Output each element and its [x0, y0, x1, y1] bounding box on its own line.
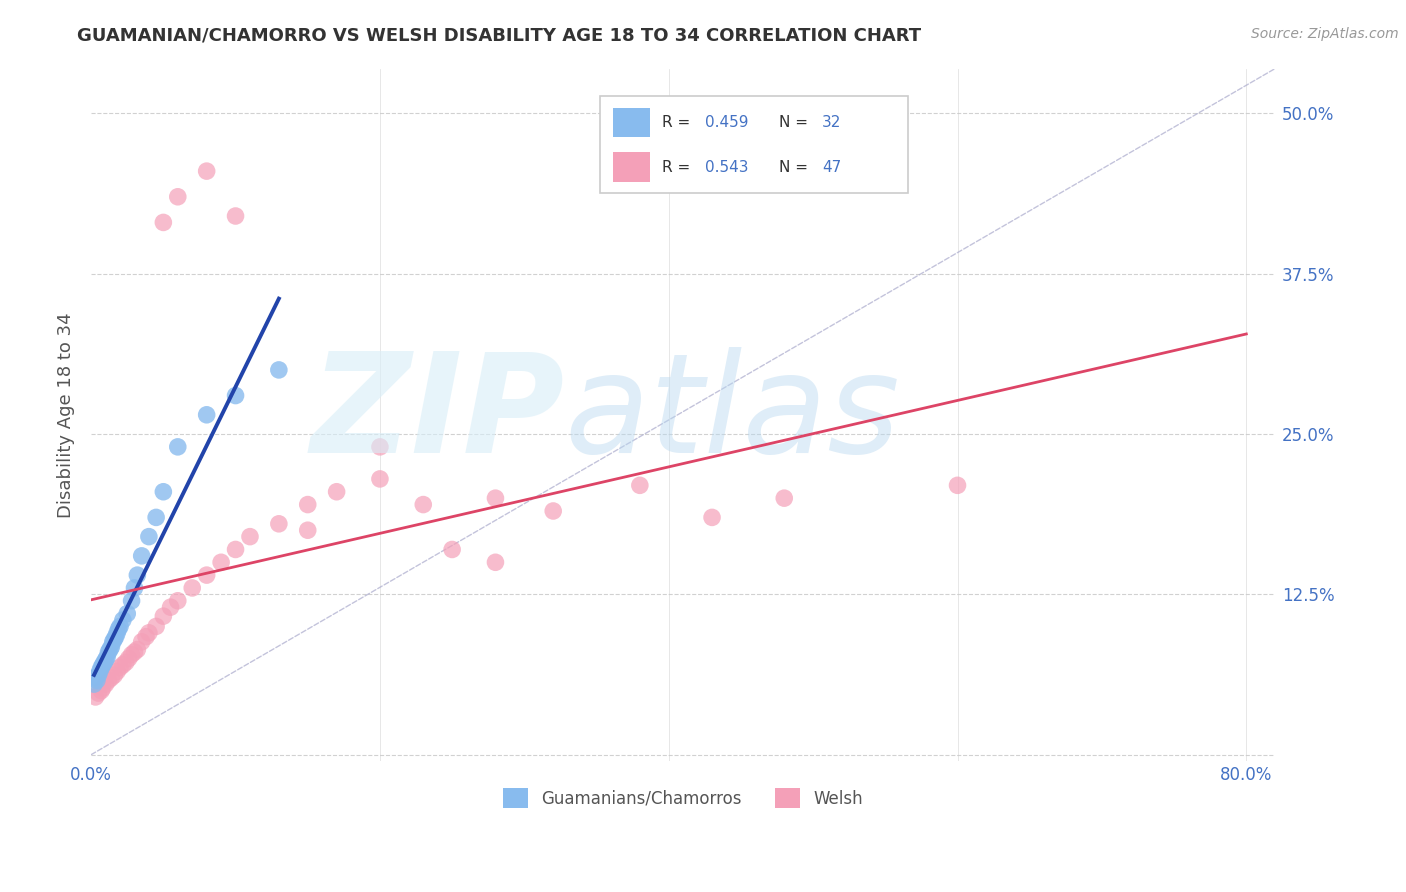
Point — [127, 568, 149, 582]
Point — [239, 530, 262, 544]
Point — [124, 645, 146, 659]
Text: ZIP: ZIP — [311, 347, 565, 483]
Point — [368, 472, 391, 486]
Point — [152, 215, 174, 229]
Point — [159, 600, 181, 615]
Point — [484, 491, 506, 505]
Point — [166, 440, 188, 454]
Point — [124, 581, 146, 595]
Point — [145, 619, 167, 633]
Point — [108, 619, 131, 633]
Point — [121, 648, 143, 662]
Point — [105, 625, 128, 640]
Point — [89, 665, 111, 679]
Point — [96, 650, 118, 665]
Text: Source: ZipAtlas.com: Source: ZipAtlas.com — [1251, 27, 1399, 41]
Point — [195, 408, 218, 422]
Point — [90, 660, 112, 674]
Point — [541, 504, 564, 518]
Point — [97, 645, 120, 659]
Legend: Guamanians/Chamorros, Welsh: Guamanians/Chamorros, Welsh — [496, 781, 870, 815]
Point — [145, 510, 167, 524]
Point — [166, 190, 188, 204]
Point — [412, 498, 434, 512]
Point — [86, 673, 108, 688]
Point — [108, 660, 131, 674]
Point — [114, 656, 136, 670]
Y-axis label: Disability Age 18 to 34: Disability Age 18 to 34 — [58, 312, 75, 517]
Point — [101, 635, 124, 649]
Point — [138, 530, 160, 544]
Point — [87, 686, 110, 700]
Text: atlas: atlas — [565, 347, 900, 483]
Point — [121, 594, 143, 608]
Point — [118, 651, 141, 665]
Point — [100, 640, 122, 654]
Point — [135, 630, 157, 644]
Point — [225, 209, 247, 223]
Point — [91, 681, 114, 695]
Point — [103, 668, 125, 682]
Point — [87, 668, 110, 682]
Point — [97, 673, 120, 688]
Point — [111, 657, 134, 672]
Point — [181, 581, 204, 595]
Point — [484, 555, 506, 569]
Point — [84, 671, 107, 685]
Point — [104, 630, 127, 644]
Point — [946, 478, 969, 492]
Point — [84, 690, 107, 704]
Point — [297, 523, 319, 537]
Point — [209, 555, 232, 569]
Point — [100, 671, 122, 685]
Point — [441, 542, 464, 557]
Point — [111, 613, 134, 627]
Point — [131, 549, 153, 563]
Point — [94, 677, 117, 691]
Point — [91, 657, 114, 672]
Point — [628, 478, 651, 492]
Point — [105, 665, 128, 679]
Point — [225, 542, 247, 557]
Point — [773, 491, 796, 505]
Point — [107, 622, 129, 636]
Text: GUAMANIAN/CHAMORRO VS WELSH DISABILITY AGE 18 TO 34 CORRELATION CHART: GUAMANIAN/CHAMORRO VS WELSH DISABILITY A… — [77, 27, 921, 45]
Point — [368, 440, 391, 454]
Point — [267, 516, 290, 531]
Point — [700, 510, 723, 524]
Point — [93, 656, 115, 670]
Point — [131, 635, 153, 649]
Point — [297, 498, 319, 512]
Point — [127, 642, 149, 657]
Point — [90, 683, 112, 698]
Point — [152, 609, 174, 624]
Point — [98, 642, 121, 657]
Point — [195, 568, 218, 582]
Point — [103, 632, 125, 647]
Point — [117, 607, 139, 621]
Point — [325, 484, 347, 499]
Point — [152, 484, 174, 499]
Point — [195, 164, 218, 178]
Point — [225, 388, 247, 402]
Point — [166, 594, 188, 608]
Point — [94, 653, 117, 667]
Point — [138, 625, 160, 640]
Point — [267, 363, 290, 377]
Point — [83, 677, 105, 691]
